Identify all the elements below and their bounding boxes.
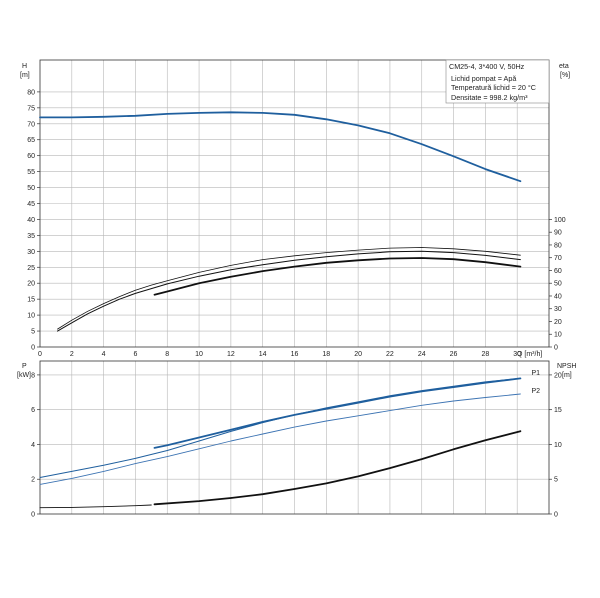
info-box-line: Lichid pompat = Apă <box>451 74 516 83</box>
right-tick-label: 50 <box>554 281 562 288</box>
info-box-title: CM25-4, 3*400 V, 50Hz <box>449 62 525 71</box>
right-tick-label: 20 <box>554 319 562 326</box>
bottom-panel-curves: P1 P2 <box>39 370 541 509</box>
left-tick-label: 8 <box>31 372 35 379</box>
right-tick-label: 70 <box>554 255 562 262</box>
head-axis-unit: [m] <box>20 72 30 79</box>
top-panel-curves <box>39 111 522 332</box>
x-tick-label: 14 <box>259 351 267 358</box>
x-tick-label: 6 <box>133 351 137 358</box>
left-tick-label: 65 <box>27 137 35 144</box>
info-box-line: Temperatură lichid = 20 °C <box>451 83 536 92</box>
x-tick-label: 30 <box>513 351 521 358</box>
right-tick-label: 10 <box>554 442 562 449</box>
x-tick-label: 4 <box>102 351 106 358</box>
left-tick-label: 10 <box>27 313 35 320</box>
series-line <box>153 257 522 296</box>
bottom-panel-grid <box>40 361 549 514</box>
bottom-panel-ticks: 0 2 4 6 8 0 5 10 15 20 <box>31 372 562 518</box>
x-tick-label: 16 <box>291 351 299 358</box>
left-tick-label: 2 <box>31 477 35 484</box>
right-tick-label: 10 <box>554 332 562 339</box>
info-box-line: Densitate = 998.2 kg/m³ <box>451 93 528 102</box>
right-tick-label: 90 <box>554 230 562 237</box>
x-tick-label: 26 <box>450 351 458 358</box>
head-axis-label: H <box>22 63 27 70</box>
x-tick-label: 22 <box>386 351 394 358</box>
x-tick-label: 10 <box>195 351 203 358</box>
bottom-panel-frame <box>39 360 550 515</box>
right-tick-label: 0 <box>554 345 558 352</box>
eta-axis-label: eta <box>559 63 569 70</box>
x-tick-label: 20 <box>354 351 362 358</box>
right-tick-label: 5 <box>554 477 558 484</box>
left-tick-label: 0 <box>31 512 35 519</box>
info-box: CM25-4, 3*400 V, 50Hz Lichid pompat = Ap… <box>445 59 550 104</box>
x-tick-label: 28 <box>481 351 489 358</box>
top-panel-ticks: 0510152025303540455055606570758001020304… <box>27 89 566 358</box>
right-tick-label: 40 <box>554 293 562 300</box>
left-tick-label: 30 <box>27 249 35 256</box>
left-tick-label: 20 <box>27 281 35 288</box>
left-tick-label: 6 <box>31 407 35 414</box>
left-tick-label: 70 <box>27 121 35 128</box>
series-line <box>153 377 522 449</box>
x-tick-label: 0 <box>38 351 42 358</box>
left-tick-label: 40 <box>27 217 35 224</box>
left-tick-label: 50 <box>27 185 35 192</box>
x-tick-label: 18 <box>322 351 330 358</box>
series-label: P2 <box>532 388 541 395</box>
series-line <box>39 504 152 509</box>
eta-axis-unit: [%] <box>560 72 570 79</box>
left-tick-label: 75 <box>27 105 35 112</box>
left-tick-label: 25 <box>27 265 35 272</box>
left-tick-label: 0 <box>31 345 35 352</box>
right-tick-label: 100 <box>554 217 566 224</box>
right-tick-label: 80 <box>554 242 562 249</box>
left-tick-label: 5 <box>31 329 35 336</box>
left-tick-label: 80 <box>27 89 35 96</box>
power-axis-unit: [kW] <box>17 372 31 379</box>
left-tick-label: 15 <box>27 297 35 304</box>
x-tick-label: 12 <box>227 351 235 358</box>
series-line <box>39 111 522 183</box>
series-line <box>57 250 521 332</box>
flow-axis-label: Q [m³/h] <box>517 351 542 358</box>
right-tick-label: 30 <box>554 306 562 313</box>
x-tick-label: 24 <box>418 351 426 358</box>
npsh-axis-label: NPSH <box>557 363 576 370</box>
right-tick-label: 60 <box>554 268 562 275</box>
npsh-axis-unit: [m] <box>562 372 572 379</box>
left-tick-label: 35 <box>27 233 35 240</box>
top-panel-grid <box>40 60 549 347</box>
series-line <box>39 393 521 485</box>
right-tick-label: 20 <box>554 372 562 379</box>
x-tick-label: 2 <box>70 351 74 358</box>
series-line <box>57 247 521 330</box>
left-tick-label: 60 <box>27 153 35 160</box>
right-tick-label: 0 <box>554 512 558 519</box>
left-tick-label: 55 <box>27 169 35 176</box>
left-tick-label: 4 <box>31 442 35 449</box>
right-tick-label: 15 <box>554 407 562 414</box>
x-tick-label: 8 <box>165 351 169 358</box>
power-axis-label: P <box>22 363 27 370</box>
left-tick-label: 45 <box>27 201 35 208</box>
series-line <box>153 430 522 506</box>
series-label: P1 <box>532 370 541 377</box>
